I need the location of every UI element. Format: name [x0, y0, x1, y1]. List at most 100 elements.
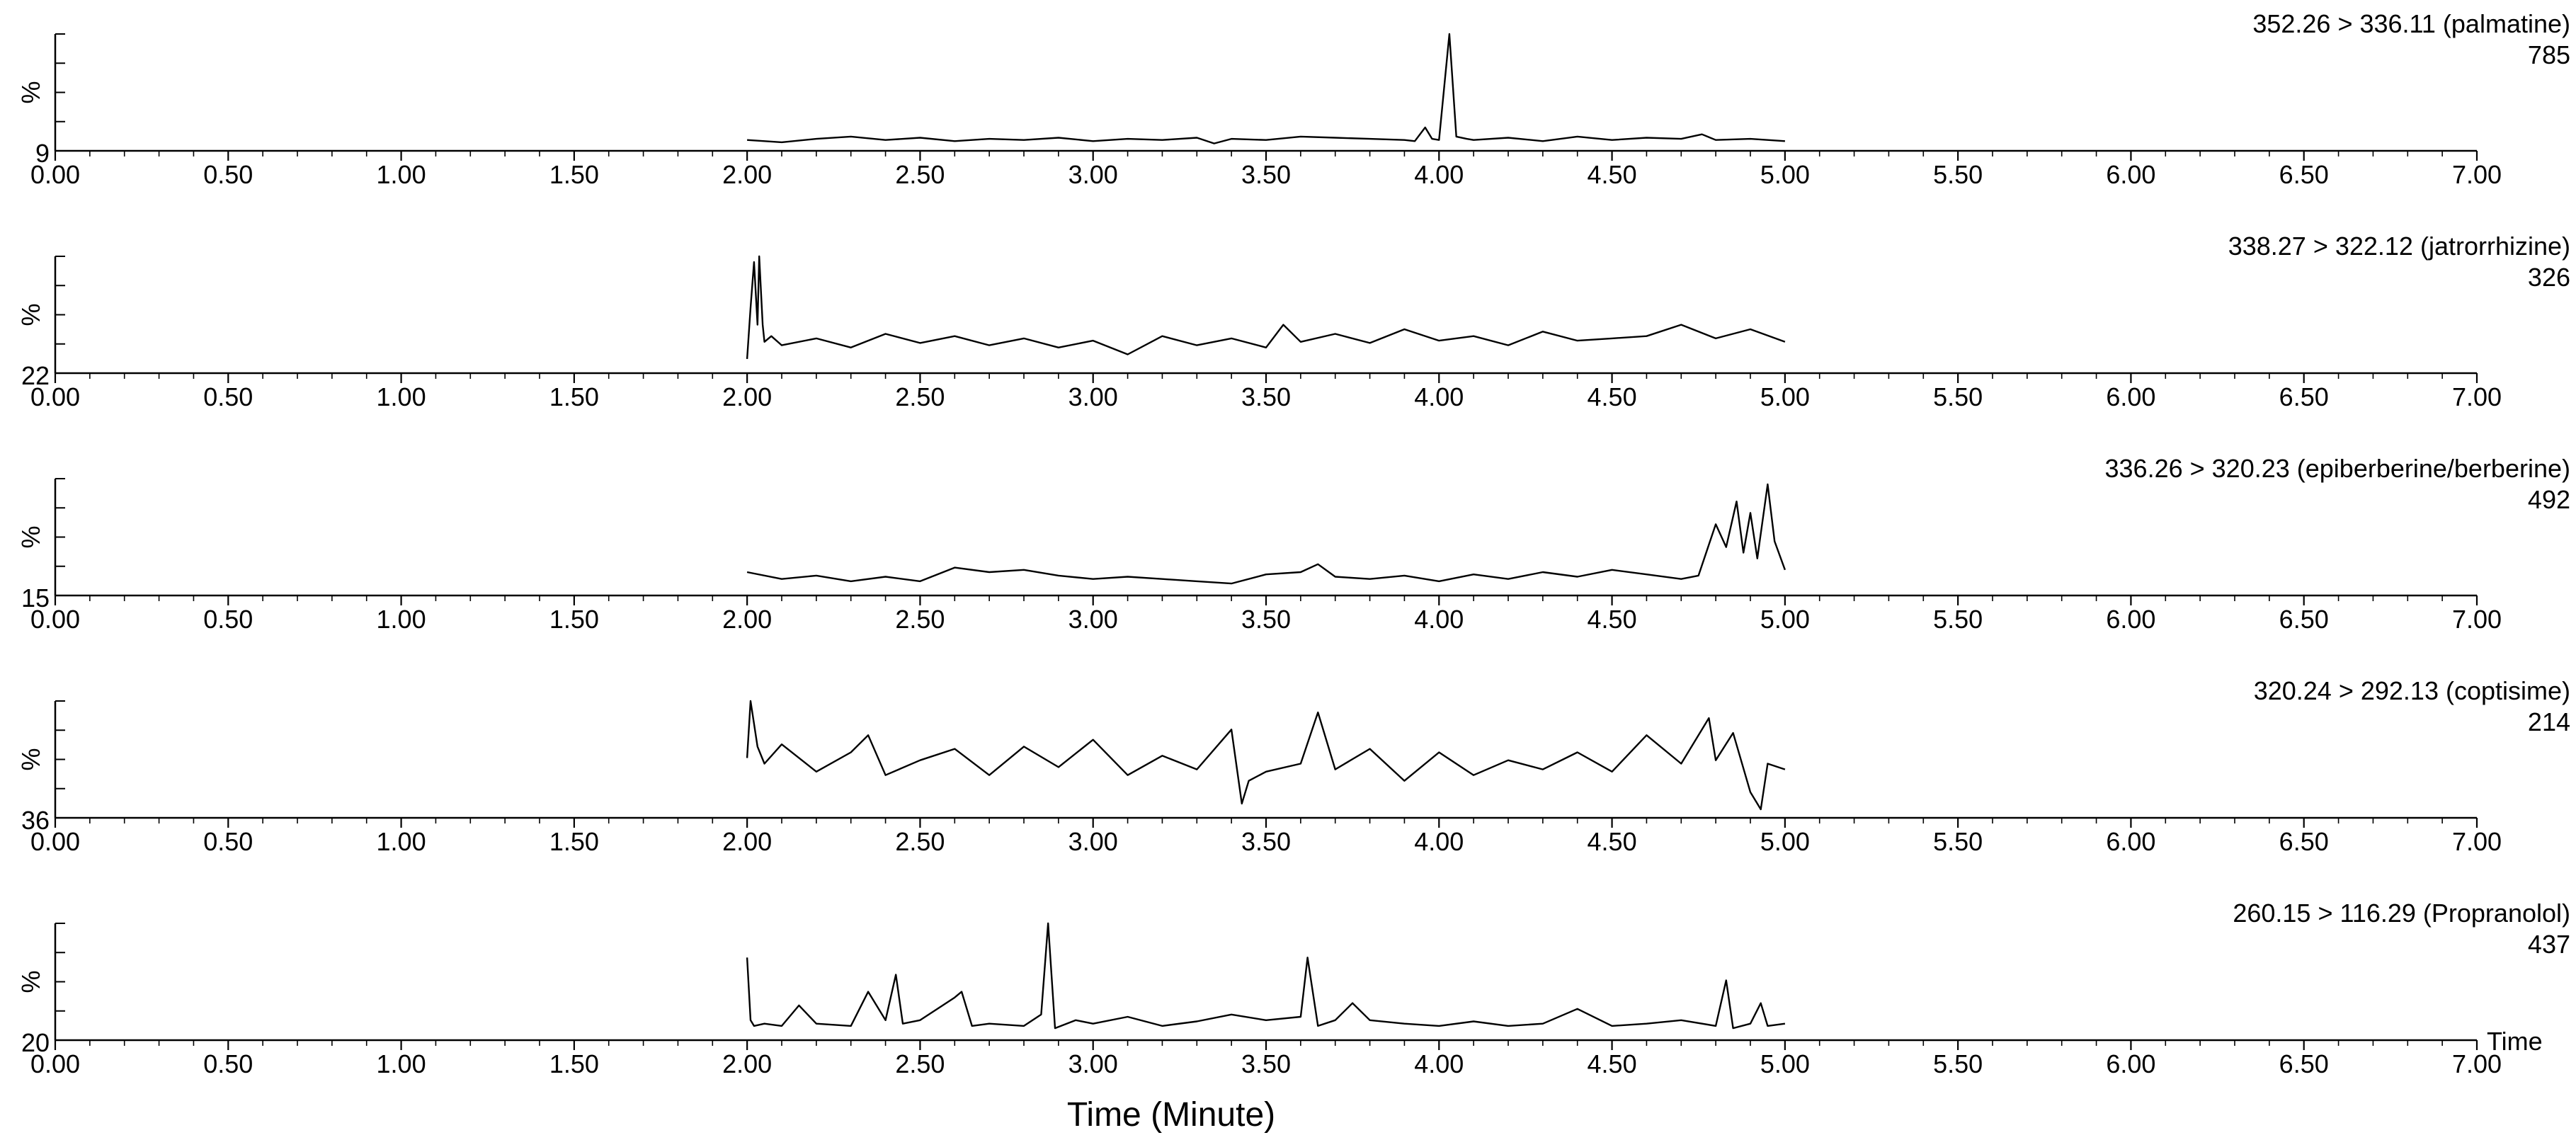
x-tick-label: 2.50 — [895, 160, 945, 189]
chromatogram-trace — [746, 922, 1786, 1030]
x-tick-label: 5.50 — [1933, 827, 1983, 856]
x-tick-label: 3.50 — [1241, 160, 1291, 189]
x-tick-label: 7.00 — [2452, 605, 2502, 634]
x-tick-label: 4.00 — [1414, 1049, 1464, 1078]
x-tick-label: 6.50 — [2279, 827, 2329, 856]
x-tick-label: 1.00 — [377, 827, 426, 856]
x-axis-title: Time (Minute) — [1067, 1096, 1275, 1134]
y-axis-percent-label: % — [16, 81, 45, 103]
x-tick-label: 4.50 — [1588, 605, 1637, 634]
panel-2: 0.00 0.50 1.00 1.50 2.00 2.50 3.00 3.50 4.00 4.50… — [16, 232, 2570, 411]
x-tick-label: 0.50 — [203, 160, 253, 189]
transition-label: 336.26 > 320.23 (epiberberine/berberine) — [2105, 454, 2570, 483]
x-tick-label: 5.00 — [1760, 827, 1810, 856]
x-tick-label: 0.00 — [30, 605, 80, 634]
chromatogram-trace — [746, 483, 1786, 585]
max-intensity-label: 437 — [2528, 930, 2570, 959]
transition-label: 320.24 > 292.13 (coptisime) — [2254, 676, 2570, 705]
x-tick-label: 2.00 — [722, 605, 772, 634]
x-tick-label: 1.00 — [377, 1049, 426, 1078]
x-tick-label: 5.50 — [1933, 1049, 1983, 1078]
x-tick-label: 2.00 — [722, 1049, 772, 1078]
x-tick-label: 2.00 — [722, 827, 772, 856]
transition-label: 338.27 > 322.12 (jatrorrhizine) — [2228, 232, 2570, 261]
x-tick-label: 2.50 — [895, 605, 945, 634]
x-tick-label: 3.00 — [1068, 160, 1118, 189]
x-tick-label: 3.50 — [1241, 1049, 1291, 1078]
baseline-label: 9 — [35, 139, 50, 168]
x-tick-label: 1.50 — [549, 605, 599, 634]
x-tick-label: 6.50 — [2279, 160, 2329, 189]
max-intensity-label: 492 — [2528, 485, 2570, 514]
baseline-label: 22 — [21, 361, 50, 390]
max-intensity-label: 326 — [2528, 263, 2570, 292]
x-tick-label: 3.50 — [1241, 382, 1291, 411]
x-tick-label: 1.50 — [549, 160, 599, 189]
x-tick-label: 7.00 — [2452, 382, 2502, 411]
x-tick-label: 3.50 — [1241, 827, 1291, 856]
chromatogram-trace — [747, 33, 1785, 144]
x-tick-label: 5.00 — [1760, 1049, 1810, 1078]
x-tick-label: 0.50 — [203, 605, 253, 634]
x-tick-label: 3.00 — [1068, 1049, 1118, 1078]
x-tick-label: 4.50 — [1588, 160, 1637, 189]
x-tick-label: 3.50 — [1241, 605, 1291, 634]
time-axis-end-label: Time — [2487, 1027, 2543, 1056]
max-intensity-label: 785 — [2528, 40, 2570, 69]
x-tick-label: 2.50 — [895, 827, 945, 856]
x-tick-label: 1.00 — [377, 382, 426, 411]
x-tick-label: 4.00 — [1414, 160, 1464, 189]
transition-label: 260.15 > 116.29 (Propranolol) — [2233, 899, 2570, 928]
baseline-label: 20 — [21, 1028, 50, 1057]
y-axis-percent-label: % — [16, 970, 45, 993]
x-tick-label: 1.50 — [549, 827, 599, 856]
x-tick-label: 6.00 — [2106, 160, 2155, 189]
x-tick-label: 4.50 — [1588, 1049, 1637, 1078]
x-tick-label: 5.00 — [1760, 382, 1810, 411]
x-tick-label: 0.50 — [203, 382, 253, 411]
panel-5: 0.00 0.50 1.00 1.50 2.00 2.50 3.00 3.50 4.00 4.50… — [16, 899, 2570, 1078]
chromatogram-trace — [746, 700, 1786, 811]
x-tick-label: 0.00 — [30, 160, 80, 189]
x-tick-label: 5.00 — [1760, 605, 1810, 634]
x-tick-label: 3.00 — [1068, 605, 1118, 634]
x-tick-label: 4.00 — [1414, 382, 1464, 411]
x-tick-label: 3.00 — [1068, 827, 1118, 856]
x-tick-label: 4.50 — [1588, 827, 1637, 856]
transition-label: 352.26 > 336.11 (palmatine) — [2252, 9, 2570, 38]
x-tick-label: 1.50 — [549, 1049, 599, 1078]
max-intensity-label: 214 — [2528, 707, 2570, 736]
x-tick-label: 7.00 — [2452, 827, 2502, 856]
x-tick-label: 5.00 — [1760, 160, 1810, 189]
x-tick-label: 6.00 — [2106, 605, 2155, 634]
x-tick-label: 5.50 — [1933, 382, 1983, 411]
x-tick-label: 0.50 — [203, 1049, 253, 1078]
x-tick-label: 2.50 — [895, 382, 945, 411]
x-tick-label: 5.50 — [1933, 605, 1983, 634]
chromatogram-trace — [746, 255, 1786, 359]
x-tick-label: 7.00 — [2452, 1049, 2502, 1078]
x-tick-label: 0.00 — [30, 1049, 80, 1078]
y-axis-percent-label: % — [16, 525, 45, 548]
x-tick-label: 2.00 — [722, 160, 772, 189]
x-tick-label: 1.00 — [377, 605, 426, 634]
baseline-label: 36 — [21, 806, 50, 835]
baseline-label: 15 — [21, 583, 50, 612]
x-tick-label: 2.00 — [722, 382, 772, 411]
x-tick-label: 0.50 — [203, 827, 253, 856]
x-tick-label: 0.00 — [30, 827, 80, 856]
x-tick-label: 6.50 — [2279, 1049, 2329, 1078]
x-tick-label: 4.50 — [1588, 382, 1637, 411]
x-tick-label: 1.50 — [549, 382, 599, 411]
panel-1: 0.00 0.50 1.00 1.50 2.00 2.50 3.00 3.50 4.00 4.50… — [16, 9, 2570, 189]
panel-4: 0.00 0.50 1.00 1.50 2.00 2.50 3.00 3.50 4.00 4.50… — [16, 676, 2570, 856]
x-tick-label: 3.00 — [1068, 382, 1118, 411]
x-tick-label: 5.50 — [1933, 160, 1983, 189]
y-axis-percent-label: % — [16, 303, 45, 326]
x-tick-label: 7.00 — [2452, 160, 2502, 189]
x-tick-label: 4.00 — [1414, 605, 1464, 634]
x-tick-label: 0.00 — [30, 382, 80, 411]
x-tick-label: 6.00 — [2106, 827, 2155, 856]
